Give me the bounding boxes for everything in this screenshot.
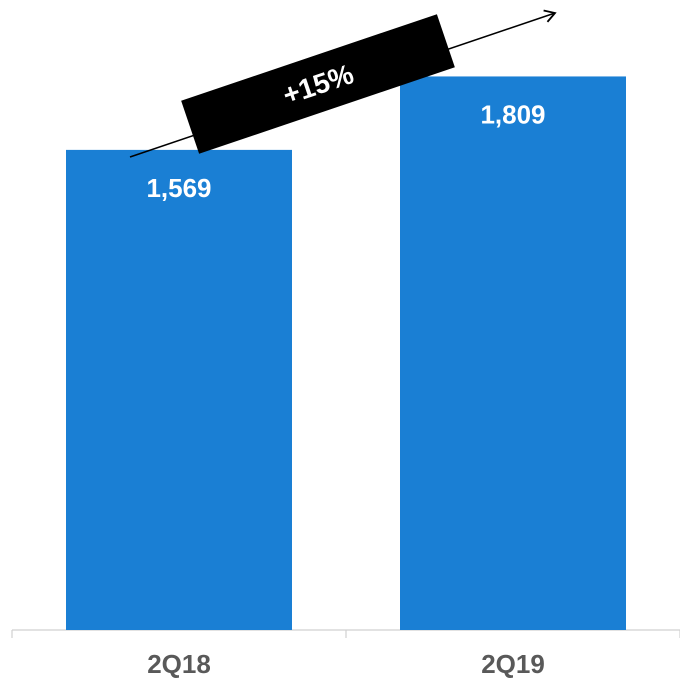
- growth-annotation: +15%: [129, 9, 557, 158]
- x-tick-label-2q19: 2Q19: [481, 649, 545, 679]
- growth-box: [181, 14, 455, 154]
- x-tick-label-2q18: 2Q18: [147, 649, 211, 679]
- bar-2q18: [66, 149, 292, 631]
- data-label-2q18: 1,569: [146, 173, 211, 203]
- data-label-2q19: 1,809: [480, 99, 545, 129]
- bar-2q19: [400, 76, 626, 631]
